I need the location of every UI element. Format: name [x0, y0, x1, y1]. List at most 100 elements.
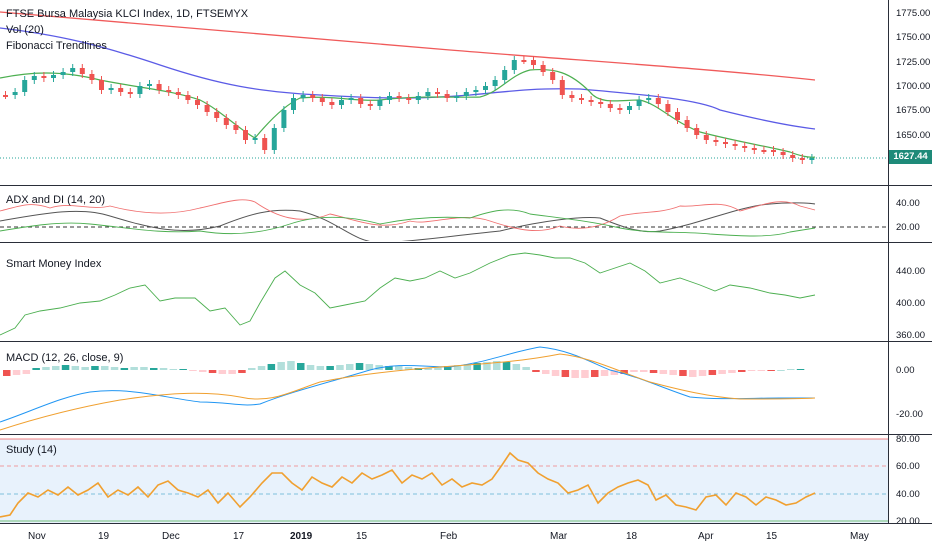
time-label: 18 — [626, 531, 638, 542]
pane-divider[interactable] — [0, 242, 932, 243]
candle-body — [339, 100, 344, 105]
fibonacci-label[interactable]: Fibonacci Trendlines — [6, 40, 107, 52]
candle-body — [435, 92, 440, 94]
adx-label[interactable]: ADX and DI (14, 20) — [6, 194, 106, 206]
candle-body — [60, 72, 66, 75]
candle-body — [646, 98, 652, 100]
macd-histogram-bar — [326, 366, 334, 370]
macd-histogram-bar — [600, 370, 609, 376]
candle-body — [579, 98, 584, 100]
candle-body — [31, 76, 37, 80]
candle-body — [377, 100, 383, 106]
pane-divider[interactable] — [0, 341, 932, 342]
macd-histogram-bar — [532, 370, 540, 372]
smi-tick: 360.00 — [896, 330, 926, 341]
price-chart[interactable] — [0, 0, 888, 185]
study-chart[interactable] — [0, 435, 888, 523]
candle-body — [540, 65, 546, 72]
candle-body — [492, 80, 498, 86]
study-tick: 60.00 — [896, 461, 920, 472]
macd-histogram-bar — [130, 367, 138, 370]
macd-histogram-bar — [434, 367, 442, 370]
time-label: May — [850, 531, 869, 542]
candle-body — [156, 84, 162, 90]
candle-body — [271, 128, 277, 150]
candle-body — [233, 125, 239, 130]
macd-histogram-bar — [689, 370, 697, 377]
study-label[interactable]: Study (14) — [6, 444, 57, 456]
macd-histogram-bar — [640, 370, 648, 372]
ma-blue-line — [0, 27, 816, 130]
symbol-title[interactable]: FTSE Bursa Malaysia KLCI Index, 1D, FTSE… — [6, 8, 249, 20]
candle-body — [396, 96, 402, 98]
macd-histogram-bar — [267, 364, 276, 370]
macd-histogram-bar — [22, 370, 31, 374]
candle-body — [108, 88, 114, 90]
candle-body — [291, 98, 296, 110]
candle-body — [732, 144, 738, 146]
candle-body — [329, 102, 335, 105]
macd-histogram-bar — [453, 365, 462, 370]
candle-body — [751, 148, 757, 150]
macd-histogram — [3, 361, 805, 378]
macd-histogram-bar — [424, 368, 432, 370]
time-label: Apr — [698, 531, 714, 542]
candle-body — [550, 72, 556, 80]
candle-body — [665, 104, 671, 112]
macd-histogram-bar — [571, 370, 579, 378]
candle-body — [223, 118, 229, 125]
macd-histogram-bar — [787, 369, 795, 370]
candle-body — [147, 84, 152, 86]
candle-body — [310, 95, 316, 98]
macd-histogram-bar — [179, 369, 187, 370]
macd-histogram-bar — [561, 370, 570, 377]
macd-histogram-bar — [718, 370, 726, 374]
candle-body — [473, 90, 479, 92]
candle-body — [204, 105, 210, 112]
candle-body — [252, 138, 258, 140]
smi-tick: 440.00 — [896, 266, 926, 277]
macd-histogram-bar — [738, 370, 746, 372]
macd-histogram-bar — [395, 366, 403, 370]
macd-histogram-bar — [12, 370, 21, 375]
time-label: Dec — [162, 531, 180, 542]
candle-body — [569, 95, 575, 98]
macd-histogram-bar — [120, 368, 129, 370]
candle-body — [511, 60, 517, 70]
macd-histogram-bar — [110, 367, 119, 370]
price-tick: 1775.00 — [896, 8, 931, 19]
macd-histogram-bar — [551, 370, 560, 376]
macd-chart[interactable] — [0, 342, 888, 434]
time-label: 15 — [766, 531, 778, 542]
volume-label[interactable]: Vol (20) — [6, 24, 44, 36]
candlesticks — [3, 56, 815, 164]
macd-histogram-bar — [630, 370, 638, 372]
macd-label[interactable]: MACD (12, 26, close, 9) — [6, 352, 124, 364]
pane-divider[interactable] — [0, 185, 932, 186]
macd-histogram-bar — [669, 370, 677, 375]
candle-body — [761, 150, 767, 152]
macd-histogram-bar — [101, 366, 109, 370]
candle-body — [675, 112, 680, 120]
adx-tick: 20.00 — [896, 222, 920, 233]
macd-histogram-bar — [306, 365, 315, 370]
macd-histogram-bar — [140, 367, 148, 370]
candle-body — [22, 80, 28, 92]
macd-histogram-bar — [728, 370, 736, 373]
study-line — [0, 451, 816, 518]
candle-body — [780, 152, 786, 155]
pane-divider[interactable] — [0, 434, 932, 435]
price-axis-divider[interactable] — [888, 0, 889, 523]
di-plus-line — [0, 199, 816, 231]
di-minus-line — [0, 209, 816, 237]
time-axis[interactable] — [0, 523, 932, 550]
candle-body — [99, 80, 104, 90]
study-tick: 80.00 — [896, 434, 920, 445]
smi-label[interactable]: Smart Money Index — [6, 258, 102, 270]
candle-body — [387, 96, 392, 100]
macd-histogram-bar — [208, 370, 217, 373]
smi-chart[interactable] — [0, 243, 888, 341]
adx-chart[interactable] — [0, 186, 888, 241]
study-tick: 20.00 — [896, 516, 920, 527]
macd-histogram-bar — [52, 366, 60, 370]
